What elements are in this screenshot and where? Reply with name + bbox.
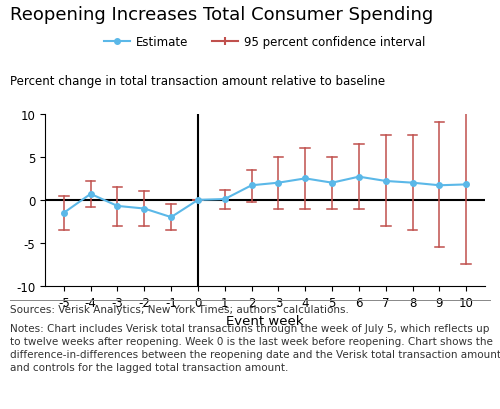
Text: Notes: Chart includes Verisk total transactions through the week of July 5, whic: Notes: Chart includes Verisk total trans… [10, 323, 500, 373]
Legend: Estimate, 95 percent confidence interval: Estimate, 95 percent confidence interval [100, 31, 430, 54]
Text: Reopening Increases Total Consumer Spending: Reopening Increases Total Consumer Spend… [10, 6, 433, 24]
Text: Sources: Verisk Analytics; New York Times; authors’ calculations.: Sources: Verisk Analytics; New York Time… [10, 305, 349, 315]
Text: Percent change in total transaction amount relative to baseline: Percent change in total transaction amou… [10, 75, 385, 88]
X-axis label: Event week: Event week [226, 315, 304, 328]
